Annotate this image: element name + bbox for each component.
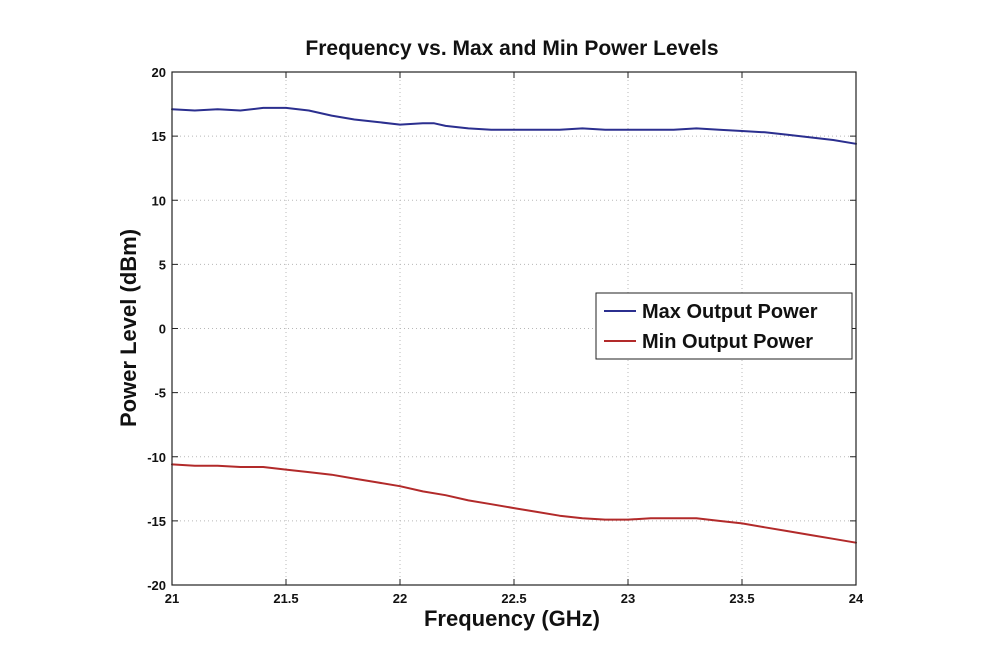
y-tick-label: -20 — [147, 578, 166, 593]
legend-label-min-output-power: Min Output Power — [642, 331, 813, 353]
y-tick-label: -10 — [147, 450, 166, 465]
tick-labels: 21 21.5 22 22.5 23 23.5 24 -20 -15 -10 -5 0 5 10 15 20 — [147, 65, 864, 606]
x-tick-label: 21.5 — [273, 591, 298, 606]
x-tick-label: 22 — [393, 591, 407, 606]
legend-label-max-output-power: Max Output Power — [642, 301, 818, 323]
x-tick-label: 22.5 — [501, 591, 526, 606]
x-tick-label: 23.5 — [729, 591, 754, 606]
x-tick-label: 23 — [621, 591, 635, 606]
y-tick-label: -5 — [154, 386, 166, 401]
x-axis-label: Frequency (GHz) — [424, 606, 600, 631]
x-tick-label: 21 — [165, 591, 179, 606]
series-layer — [171, 106, 857, 544]
y-tick-label: 10 — [152, 193, 166, 208]
series-line-max-output-power — [171, 106, 857, 145]
x-tick-label: 24 — [849, 591, 864, 606]
y-tick-label: 20 — [152, 65, 166, 80]
y-tick-label: 15 — [152, 129, 166, 144]
y-axis-label: Power Level (dBm) — [116, 229, 141, 427]
legend: Max Output Power Min Output Power — [595, 292, 853, 360]
y-tick-label: 5 — [159, 257, 166, 272]
y-tick-label: -15 — [147, 514, 166, 529]
series-line-min-output-power — [171, 463, 857, 544]
chart-title: Frequency vs. Max and Min Power Levels — [305, 37, 718, 60]
legend-box — [595, 292, 853, 360]
y-tick-label: 0 — [159, 322, 166, 337]
